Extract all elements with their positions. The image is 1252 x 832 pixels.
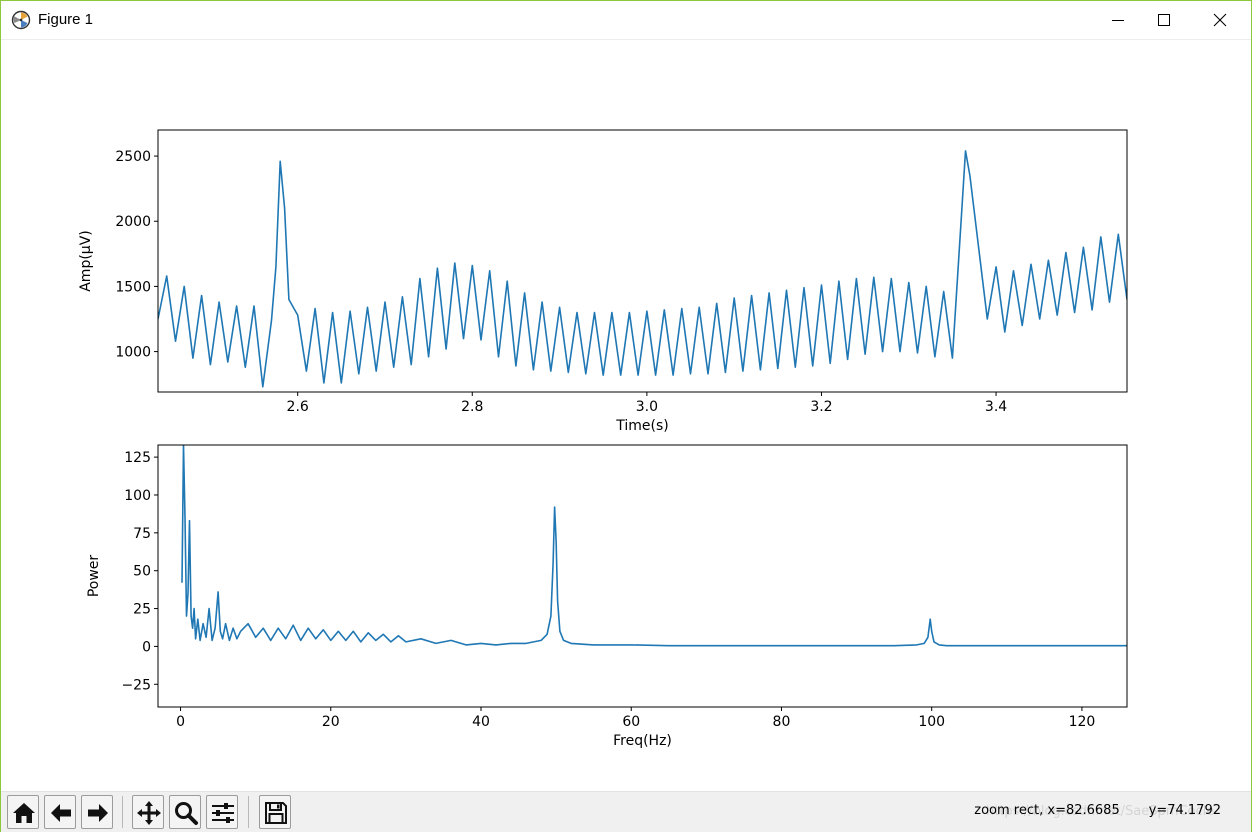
status-readout: zoom rect, x=82.6685 y=74.1792 xyxy=(974,803,1221,818)
figure-canvas[interactable]: 2.6 2.8 3.0 3.2 3.41000150020002500Time(s)Am… xyxy=(1,40,1251,791)
freq-y-tick-label: 100 xyxy=(124,488,151,504)
time-domain-axes: 2.6 2.8 3.0 3.2 3.4 1000 1500 2000 2500 Time(s) Am… xyxy=(78,129,1128,434)
window-title: Figure 1 xyxy=(38,11,94,28)
freq-x-tick-label: 80 xyxy=(773,714,791,730)
freq-x-tick-label: 100 xyxy=(918,714,945,730)
time-x-tick-label: 2.6 xyxy=(287,399,309,415)
home-button[interactable] xyxy=(7,795,39,829)
back-button[interactable] xyxy=(44,795,76,829)
title-bar: Figure 1 xyxy=(1,1,1251,40)
time-x-axis-label: Time(s) xyxy=(615,418,668,434)
move-icon xyxy=(137,801,161,825)
sliders-icon xyxy=(212,803,234,823)
zoom-icon xyxy=(175,802,198,825)
time-x-tick-label: 3.2 xyxy=(810,399,832,415)
freq-y-tick-label: 50 xyxy=(133,564,151,580)
time-x-tick-label: 2.8 xyxy=(461,399,483,415)
minimize-icon xyxy=(1112,20,1124,21)
time-x-tick-label: 3.0 xyxy=(636,399,658,415)
freq-y-tick-label: 125 xyxy=(124,450,151,466)
time-y-tick-label: 1000 xyxy=(115,345,151,361)
zoom-button[interactable] xyxy=(169,795,201,829)
freq-x-tick-label: 60 xyxy=(622,714,640,730)
time-axes-frame xyxy=(157,129,1128,393)
configure-subplots-button[interactable] xyxy=(206,795,238,829)
arrow-right-icon xyxy=(88,804,108,822)
freq-x-tick-label: 20 xyxy=(322,714,340,730)
maximize-icon xyxy=(1158,14,1170,26)
time-y-tick-label: 1500 xyxy=(115,279,151,295)
freq-x-axis-label: Freq(Hz) xyxy=(613,733,672,749)
matplotlib-app-icon xyxy=(11,10,31,30)
freq-axes-frame xyxy=(157,444,1128,708)
time-y-tick-label: 2000 xyxy=(115,214,151,230)
freq-x-tick-label: 0 xyxy=(176,714,185,730)
toolbar-separator xyxy=(248,796,249,828)
pan-button[interactable] xyxy=(132,795,164,829)
toolbar-separator xyxy=(122,796,123,828)
arrow-left-icon xyxy=(51,804,71,822)
navigation-toolbar: https://blog.csdn.net/SaeSpmCocle zoom r… xyxy=(1,791,1251,832)
time-y-tick-label: 2500 xyxy=(115,149,151,165)
maximize-button[interactable] xyxy=(1141,1,1187,39)
time-y-axis-label: Amp(μV) xyxy=(78,230,94,292)
home-icon xyxy=(13,803,35,823)
minimize-button[interactable] xyxy=(1095,1,1141,39)
freq-series-line-0 xyxy=(181,445,1127,647)
watermark: https://blog.csdn.net/SaeSpmCocle xyxy=(986,804,1215,819)
freq-x-tick-label: 40 xyxy=(472,714,490,730)
freq-y-axis-label: Power xyxy=(86,555,102,598)
freq-y-tick-label: 0 xyxy=(142,639,151,655)
save-icon xyxy=(265,802,287,824)
freq-x-tick-label: 120 xyxy=(1069,714,1096,730)
close-button[interactable] xyxy=(1197,1,1243,39)
forward-button[interactable] xyxy=(81,795,113,829)
time-series-line-0 xyxy=(158,150,1127,388)
freq-y-tick-label: 25 xyxy=(133,602,151,618)
freq-y-tick-label: 75 xyxy=(133,526,151,542)
frequency-domain-axes: 0 20 40 60 80 100 120 −25 0 25 50 75 100 125 Freq(Hz) P… xyxy=(86,444,1128,749)
close-icon xyxy=(1213,13,1227,27)
freq-y-tick-label: −25 xyxy=(121,677,151,693)
save-button[interactable] xyxy=(259,795,291,829)
time-x-tick-label: 3.4 xyxy=(985,399,1007,415)
